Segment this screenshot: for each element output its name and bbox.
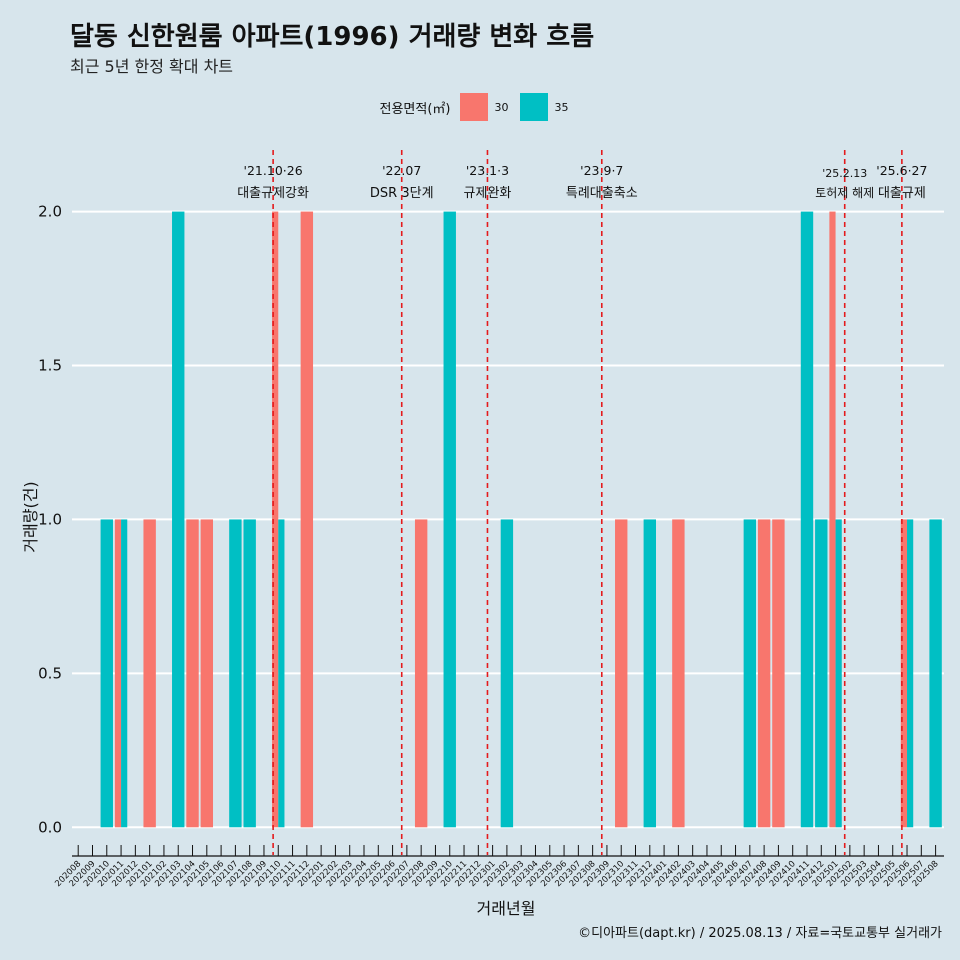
legend-item-30: 30 [460, 93, 514, 121]
bar-202302-35 [500, 519, 514, 828]
bar-202506-35 [907, 519, 914, 828]
x-axis-title: 거래년월 [477, 899, 536, 918]
event-date-202309: '23.9·7 [580, 163, 623, 178]
bar-202312-35 [643, 519, 656, 828]
bar-202105-30 [200, 519, 214, 828]
x-axis: 2020082020092020102020112020122021012021… [53, 845, 944, 889]
legend: 전용면적(㎡) 30 35 [0, 92, 960, 122]
bar-202408-30 [757, 519, 771, 828]
bar-202402-30 [672, 519, 685, 828]
source-caption: ©디아파트(dapt.kr) / 2025.08.13 / 자료=국토교통부 실… [578, 926, 942, 941]
bars [100, 211, 942, 828]
y-axis: 0.0 0.5 1.0 1.5 2.0 [38, 203, 62, 837]
y-axis-title: 거래량(건) [21, 481, 40, 552]
bar-202110-30 [272, 211, 279, 828]
y-tick-label-0: 0.0 [38, 818, 62, 836]
event-date-202110: '21.10·26 [244, 163, 303, 178]
bar-202412-35 [815, 519, 828, 828]
y-tick-label-1: 0.5 [38, 664, 62, 682]
chart-title: 달동 신한원룸 아파트(1996) 거래량 변화 흐름 [70, 22, 595, 52]
event-label-202301: 규제완화 [464, 186, 512, 201]
event-label-202502: 토허제 해제 [815, 186, 874, 200]
legend-item-35: 35 [520, 93, 574, 121]
y-tick-label-3: 1.5 [38, 357, 62, 375]
event-date-202502: '25.2.13 [822, 167, 867, 180]
legend-title: 전용면적(㎡) [379, 101, 451, 117]
chart-subtitle: 최근 5년 한정 확대 차트 [70, 57, 234, 76]
bar-202501-30 [829, 211, 836, 828]
legend-label-35: 35 [554, 100, 569, 114]
bar-202101-30 [143, 519, 156, 828]
y-tick-label-2: 1.0 [38, 510, 62, 528]
event-label-202207: DSR 3단계 [370, 186, 434, 201]
event-label-202110: 대출규제강화 [237, 186, 309, 201]
event-date-202301: '23.1·3 [466, 163, 509, 178]
bar-202107-35 [229, 519, 242, 828]
event-label-202309: 특례대출축소 [566, 186, 638, 201]
bar-202407-35 [743, 519, 757, 828]
bar-202104-30 [186, 519, 199, 828]
bar-202208-30 [414, 519, 428, 828]
event-label-202506: 대출규제 [878, 186, 926, 201]
bar-202310-30 [615, 519, 628, 828]
bar-202112-30 [300, 211, 314, 828]
legend-label-30: 30 [494, 100, 509, 114]
y-tick-label-4: 2.0 [38, 203, 62, 221]
bar-202010-35 [100, 519, 113, 828]
bar-202103-35 [172, 211, 185, 828]
bar-202501-35 [835, 519, 842, 828]
legend-key-30 [460, 93, 489, 121]
bar-202409-30 [772, 519, 785, 828]
bar-202506-30 [900, 519, 908, 828]
bar-202110-35 [278, 519, 285, 828]
legend-key-35 [520, 93, 549, 121]
bar-202011-30 [114, 519, 122, 828]
event-date-202506: '25.6·27 [876, 163, 927, 178]
bar-202011-35 [121, 519, 128, 828]
bar-202411-35 [800, 211, 814, 828]
bar-202508-35 [929, 519, 942, 828]
bar-202108-35 [243, 519, 256, 828]
event-lines: '21.10·26 대출규제강화 '22.07 DSR 3단계 '23.1·3 규제완화 '… [237, 150, 927, 855]
event-date-202207: '22.07 [382, 163, 421, 178]
bar-202210-35 [443, 211, 456, 828]
